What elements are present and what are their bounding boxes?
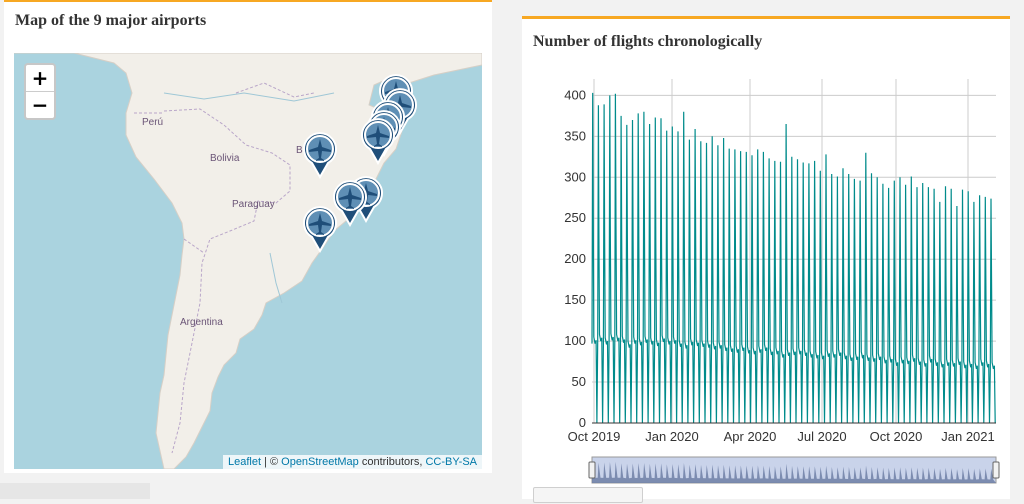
navigator-handle[interactable] xyxy=(992,461,1000,479)
zoom-control: + − xyxy=(24,63,56,120)
y-tick-label: 250 xyxy=(564,210,586,225)
bottom-tab-fragment xyxy=(0,483,150,499)
y-tick-label: 350 xyxy=(564,128,586,143)
airport-marker-icon[interactable] xyxy=(332,179,368,228)
rivers xyxy=(163,92,335,304)
chart-panel: Number of flights chronologically 0 50 100… xyxy=(522,16,1010,499)
license-link[interactable]: CC-BY-SA xyxy=(425,456,477,468)
label-paraguay: Paraguay xyxy=(232,199,275,210)
x-tick-label: Jul 2020 xyxy=(797,429,846,444)
label-bolivia: Bolivia xyxy=(210,153,240,164)
y-tick-label: 100 xyxy=(564,333,586,348)
label-argentina: Argentina xyxy=(180,317,223,328)
y-tick-label: 400 xyxy=(564,87,586,102)
chart-panel-title: Number of flights chronologically xyxy=(533,33,763,50)
map-panel-title: Map of the 9 major airports xyxy=(15,12,207,29)
x-tick-label: Oct 2020 xyxy=(870,429,923,444)
y-tick-label: 50 xyxy=(572,374,586,389)
flights-series-line xyxy=(591,92,996,424)
y-tick-label: 200 xyxy=(564,251,586,266)
airport-marker-icon[interactable] xyxy=(302,205,338,254)
flights-chart-svg: 0 50 100 150 200 250 300 350 400 Oct 2019 Jan 2020… xyxy=(564,79,1000,484)
label-peru: Perú xyxy=(142,117,164,128)
map-attribution: Leaflet | © OpenStreetMap contributors, … xyxy=(222,455,482,469)
navigator-series xyxy=(592,461,996,483)
x-tick-label: Oct 2019 xyxy=(568,429,621,444)
zoom-out-button[interactable]: − xyxy=(26,91,54,118)
map-panel: Map of the 9 major airports Perú Bolivia… xyxy=(4,0,492,473)
x-tick-label: Jan 2021 xyxy=(941,429,995,444)
openstreetmap-link[interactable]: OpenStreetMap xyxy=(281,456,359,468)
leaflet-link[interactable]: Leaflet xyxy=(227,456,261,468)
y-tick-label: 150 xyxy=(564,292,586,307)
country-borders xyxy=(134,82,315,454)
x-tick-label: Apr 2020 xyxy=(724,429,777,444)
zoom-in-button[interactable]: + xyxy=(31,66,49,90)
y-tick-label: 300 xyxy=(564,169,586,184)
airport-map[interactable]: Perú Bolivia Paraguay Argentina B + − Le… xyxy=(14,53,482,469)
download-button[interactable] xyxy=(533,487,643,503)
x-tick-label: Jan 2020 xyxy=(645,429,699,444)
navigator-handle[interactable] xyxy=(588,461,596,479)
airport-marker-icon[interactable] xyxy=(360,117,396,166)
airport-marker-icon[interactable] xyxy=(302,131,338,180)
south-america-landmass xyxy=(14,53,482,469)
attribution-contributors: contributors, xyxy=(358,456,426,468)
y-tick-label: 0 xyxy=(579,415,586,430)
label-brasil-fragment: B xyxy=(296,145,303,156)
flights-chart[interactable]: 0 50 100 150 200 250 300 350 400 Oct 2019 Jan 2020… xyxy=(522,59,1010,499)
attribution-separator: | © xyxy=(261,456,282,468)
